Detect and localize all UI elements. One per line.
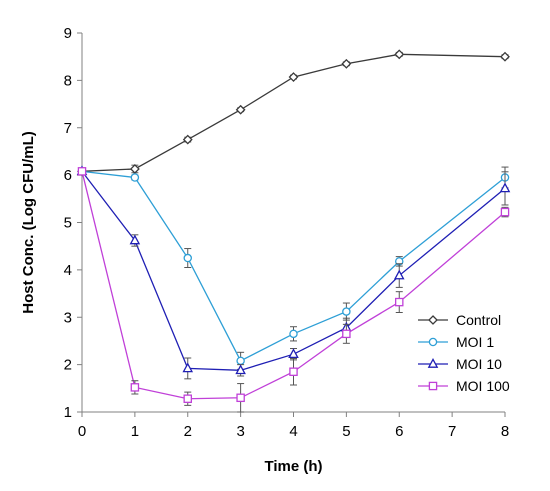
data-point (130, 173, 140, 182)
x-tick-label: 4 (289, 423, 297, 440)
data-point (341, 58, 352, 69)
data-point (236, 356, 245, 366)
series-moi-10 (76, 165, 511, 380)
series-line (81, 171, 506, 400)
data-point (289, 367, 298, 376)
data-point (394, 49, 405, 60)
x-tick-label: 7 (448, 423, 456, 440)
data-point (342, 329, 351, 339)
data-point (288, 348, 299, 359)
data-point (182, 134, 193, 145)
x-tick-label: 6 (395, 423, 403, 440)
series-line (81, 170, 506, 362)
x-tick-label: 1 (131, 423, 139, 440)
series-control (77, 49, 510, 177)
series-line (81, 53, 506, 172)
data-point (182, 362, 194, 373)
y-tick-label: 2 (64, 357, 72, 374)
data-point (183, 253, 192, 263)
x-tick-label: 3 (236, 423, 244, 440)
y-axis-title: Host Conc. (Log CFU/mL) (20, 131, 37, 313)
legend-item: MOI 1 (418, 334, 494, 350)
y-tick-label: 9 (64, 25, 72, 42)
data-point (394, 297, 404, 307)
data-point (183, 394, 192, 403)
data-point (129, 234, 141, 245)
legend-marker (428, 337, 438, 347)
data-point (289, 329, 298, 339)
data-point (342, 307, 351, 316)
legend-marker (427, 358, 439, 368)
legend-marker (428, 381, 438, 391)
y-tick-label: 1 (64, 404, 72, 421)
y-tick-label: 7 (64, 120, 72, 137)
x-tick-label: 8 (501, 423, 509, 440)
legend-label: MOI 10 (456, 356, 502, 372)
legend-item: Control (418, 312, 501, 328)
series-moi-1 (77, 166, 510, 370)
x-tick-label: 5 (342, 423, 350, 440)
y-tick-label: 6 (64, 167, 72, 184)
legend-marker (428, 315, 438, 325)
data-point (393, 269, 405, 280)
x-tick-label: 0 (78, 423, 86, 440)
x-axis-title: Time (h) (264, 458, 322, 475)
y-tick-label: 5 (64, 215, 72, 232)
series-layer (76, 49, 511, 413)
data-point (500, 51, 510, 62)
data-point (77, 167, 87, 176)
y-tick-label: 3 (64, 309, 72, 326)
legend: Control MOI 1 MOI 10 MOI 100 (418, 312, 510, 394)
legend-label: Control (456, 312, 501, 328)
legend-item: MOI 10 (418, 356, 502, 372)
data-point (129, 164, 140, 174)
y-tick-label: 8 (64, 72, 72, 89)
data-point (236, 393, 245, 403)
data-point (235, 104, 246, 115)
x-tick-label: 2 (184, 423, 192, 440)
data-point (235, 364, 246, 375)
data-point (130, 383, 140, 392)
series-moi-100 (77, 167, 510, 413)
legend-item: MOI 100 (418, 378, 510, 394)
data-point (288, 72, 299, 82)
legend-label: MOI 100 (456, 378, 510, 394)
legend-label: MOI 1 (456, 334, 494, 350)
series-line (81, 170, 506, 371)
y-tick-label: 4 (64, 262, 72, 279)
data-point (500, 207, 510, 217)
data-point (499, 182, 511, 193)
